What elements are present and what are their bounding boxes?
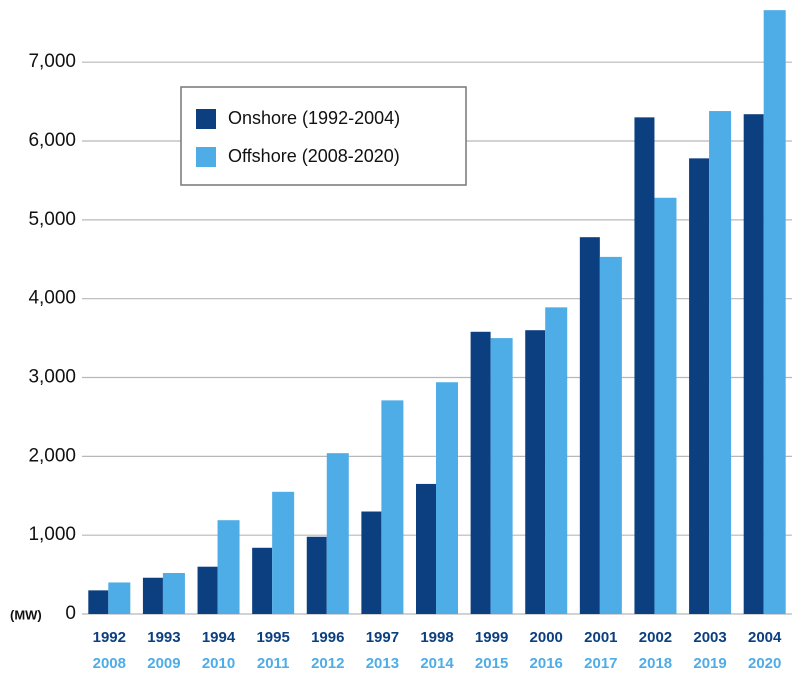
y-tick-label: 5,000 (28, 209, 76, 230)
y-tick-label: 4,000 (28, 288, 76, 309)
legend-box (180, 86, 467, 186)
legend-swatch (196, 147, 216, 167)
bar (579, 237, 600, 614)
legend-label: Onshore (1992-2004) (228, 108, 400, 128)
y-tick-label: 3,000 (28, 367, 76, 388)
legend-swatch (196, 109, 216, 129)
x-tick-label-secondary: 2019 (693, 655, 726, 672)
bar (162, 573, 185, 614)
y-tick-label: 1,000 (28, 524, 76, 545)
bar (634, 117, 655, 614)
bar (197, 566, 218, 614)
y-tick-label: 2,000 (28, 445, 76, 466)
bar (470, 331, 491, 614)
x-tick-label: 1993 (147, 629, 180, 646)
x-tick-label: 2004 (748, 629, 782, 646)
bar (272, 491, 295, 614)
bar (763, 10, 786, 614)
bar (361, 511, 382, 614)
y-tick-label: 7,000 (28, 51, 76, 72)
x-tick-label-secondary: 2020 (748, 655, 781, 672)
x-tick-label: 1996 (311, 629, 344, 646)
x-tick-label-secondary: 2011 (257, 655, 290, 672)
bar (326, 453, 349, 614)
x-tick-label: 1995 (256, 629, 289, 646)
bar (416, 483, 436, 614)
bar (709, 111, 732, 615)
legend: Onshore (1992-2004) Offshore (2008-2020) (180, 86, 467, 186)
bar (654, 197, 677, 614)
y-axis-label: (MW) (10, 607, 42, 622)
bar (88, 590, 109, 614)
x-tick-label: 1998 (420, 629, 453, 646)
x-tick-label-secondary: 2013 (366, 655, 399, 672)
x-tick-label: 1999 (475, 629, 508, 646)
bar (436, 382, 458, 614)
x-tick-label-secondary: 2015 (475, 655, 508, 672)
x-tick-label: 1997 (366, 629, 399, 646)
y-tick-label: 6,000 (28, 130, 76, 151)
bar (689, 158, 710, 615)
x-tick-label: 2003 (693, 629, 726, 646)
bar (217, 520, 240, 614)
x-tick-label-secondary: 2008 (93, 655, 126, 672)
x-tick-label: 2000 (530, 629, 563, 646)
x-tick-label: 1992 (93, 629, 126, 646)
x-tick-label-secondary: 2018 (639, 655, 672, 672)
bar (252, 547, 273, 614)
x-tick-label-secondary: 2017 (584, 655, 617, 672)
bar (599, 256, 622, 614)
x-tick-label: 2001 (584, 629, 617, 646)
bar (525, 330, 546, 614)
x-tick-label-secondary: 2010 (202, 655, 235, 672)
x-tick-label: 2002 (639, 629, 672, 646)
bar (490, 338, 513, 614)
x-tick-label-secondary: 2014 (420, 655, 454, 672)
bar (108, 582, 131, 614)
bar (545, 307, 568, 614)
y-tick-label: 0 (65, 603, 76, 624)
bar (381, 400, 404, 614)
x-tick-label-secondary: 2012 (311, 655, 344, 672)
bar (306, 536, 327, 614)
x-tick-label-secondary: 2009 (147, 655, 180, 672)
bar (142, 577, 163, 614)
legend-label: Offshore (2008-2020) (228, 146, 400, 166)
bar (743, 114, 764, 614)
x-tick-label-secondary: 2016 (530, 655, 563, 672)
x-tick-label: 1994 (202, 629, 236, 646)
